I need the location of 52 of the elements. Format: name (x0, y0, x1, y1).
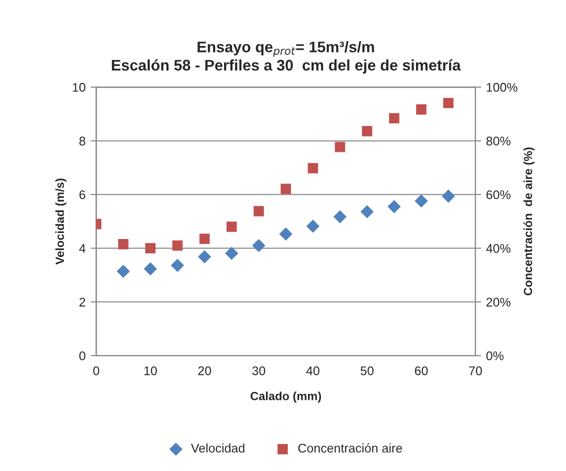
point (334, 142, 346, 152)
point (279, 227, 292, 241)
y-tick-label: 8 (79, 136, 86, 146)
point (199, 234, 210, 244)
y-tick-label: 2 (79, 298, 86, 306)
point (118, 239, 128, 250)
y-tick-label: 10 (72, 82, 86, 92)
y2-tick-label: 0% (486, 351, 504, 360)
y2-tick-label: 20% (486, 298, 510, 307)
x-axis-title: Calado (mm) (250, 392, 321, 403)
point (116, 264, 130, 278)
point (225, 246, 238, 260)
chart-title: Ensayo qe$_{prot}$= 15m³/s/m Escalón 58 - Perfiles a 30 cm del eje de simetría (112, 41, 461, 74)
y-axis-title: Velocidad (m/s) (55, 178, 66, 265)
x-tick-label: 40 (306, 366, 320, 376)
point (145, 243, 156, 254)
legend-label: Velocidad (190, 443, 244, 453)
point (360, 205, 374, 218)
point (443, 98, 454, 108)
x-tick-label: 30 (252, 366, 266, 376)
legend-label: Concentración aire (298, 443, 402, 453)
point (388, 200, 401, 214)
y2-tick-label: 40% (486, 244, 510, 253)
y2-tick-label: 60% (486, 190, 510, 200)
point (442, 190, 455, 203)
y2-tick-label: 100% (486, 82, 518, 92)
point (144, 262, 157, 276)
x-tick-label: 70 (469, 366, 482, 376)
x-tick-label: 60 (414, 366, 428, 376)
point (416, 104, 426, 115)
y-tick-label: 4 (79, 244, 86, 253)
point (170, 258, 184, 272)
x-tick-label: 0 (93, 366, 100, 376)
x-tick-label: 50 (360, 366, 374, 376)
point (414, 194, 428, 208)
y-tick-label: 0 (79, 351, 86, 360)
point (389, 113, 400, 124)
point (280, 184, 291, 194)
point (333, 210, 347, 224)
point (254, 206, 264, 216)
point (308, 163, 318, 174)
x-tick-label: 10 (144, 366, 157, 376)
y2-tick-label: 80% (486, 136, 510, 146)
x-tick-label: 20 (198, 366, 212, 376)
point (306, 220, 320, 233)
point (172, 240, 183, 251)
point (198, 250, 212, 264)
point (252, 238, 266, 252)
y2-axis-title: Concentración de aire (%) (523, 147, 534, 296)
point (226, 222, 237, 232)
point (362, 126, 372, 136)
y-tick-label: 6 (79, 190, 86, 200)
